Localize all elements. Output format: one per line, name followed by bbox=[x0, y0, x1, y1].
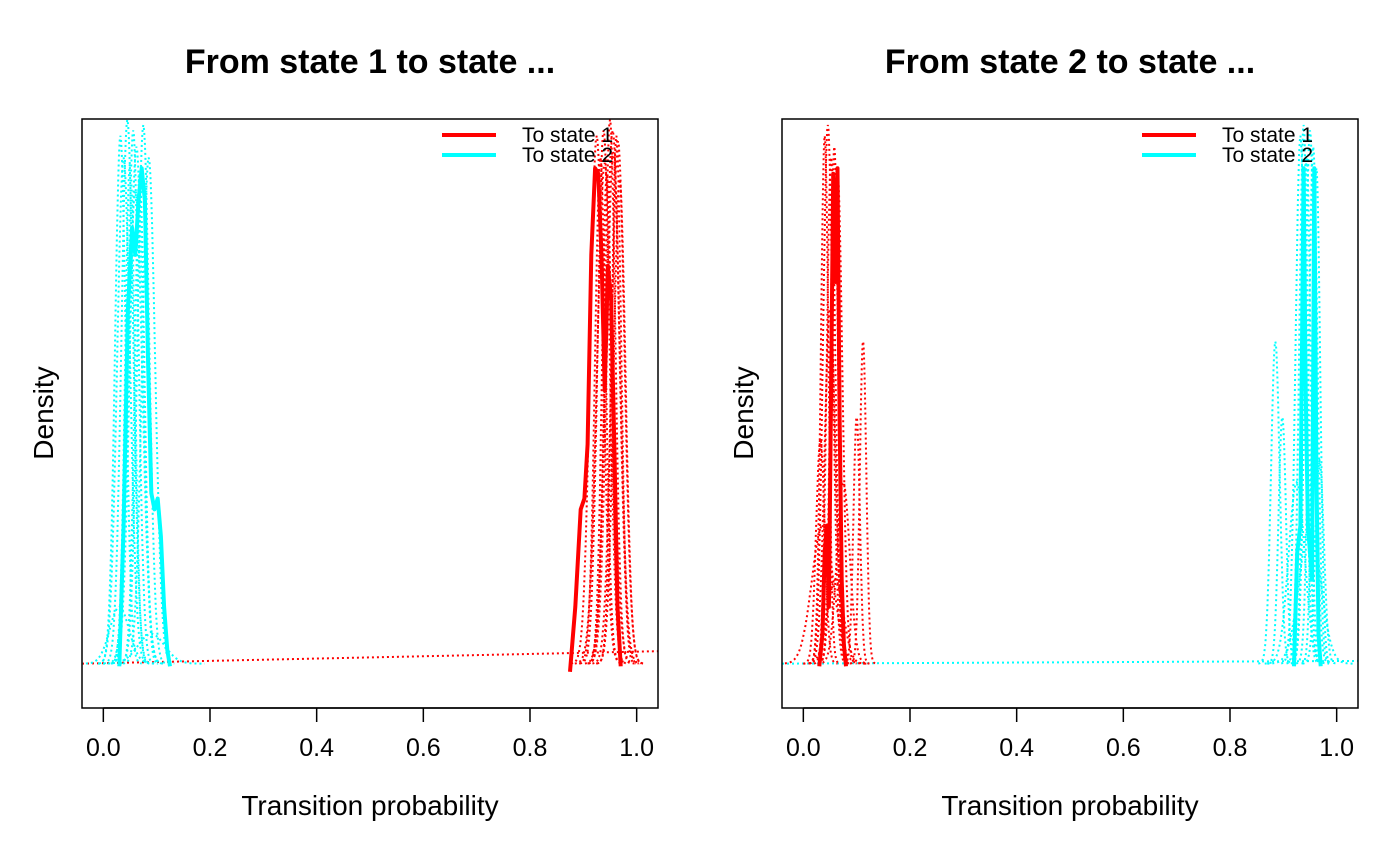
plot-frame bbox=[81, 118, 659, 709]
panel-from-state-1: From state 1 to state ... Density Transi… bbox=[28, 43, 659, 821]
dotted-draw-to-state-2 bbox=[1302, 457, 1337, 665]
dotted-draw-to-state-2 bbox=[122, 157, 175, 665]
dotted-draw-to-state-2 bbox=[1290, 130, 1330, 665]
series-line-to-state-1 bbox=[817, 166, 848, 667]
dotted-draw-to-state-1 bbox=[592, 141, 644, 665]
dotted-draw-to-state-2 bbox=[110, 146, 163, 665]
x-tick-label: 0.6 bbox=[406, 734, 441, 762]
x-tick-label: 0.6 bbox=[1106, 734, 1141, 762]
series-line-to-state-1 bbox=[568, 166, 623, 672]
density-curves bbox=[82, 119, 658, 672]
legend-label-to-state-1: To state 1 bbox=[522, 124, 613, 147]
dotted-draw-to-state-2 bbox=[119, 124, 168, 665]
dotted-draw-to-state-2 bbox=[97, 157, 150, 665]
legend: To state 1 To state 2 bbox=[442, 124, 613, 167]
dotted-draw-to-state-1 bbox=[587, 151, 640, 665]
x-tick-label: 1.0 bbox=[619, 734, 654, 762]
dotted-draw-to-state-2 bbox=[1286, 124, 1322, 665]
plot-frame bbox=[781, 118, 1359, 709]
dotted-draw-to-state-2 bbox=[98, 135, 142, 665]
legend: To state 1 To state 2 bbox=[1142, 124, 1313, 167]
dotted-draw-to-state-1 bbox=[809, 135, 840, 665]
dotted-draw-to-state-2 bbox=[1264, 480, 1329, 665]
x-axis-ticks: 0.0 0.2 0.4 0.6 0.8 1.0 bbox=[86, 707, 654, 762]
dotted-draw-to-state-2 bbox=[110, 162, 150, 665]
x-tick-label: 1.0 bbox=[1319, 734, 1354, 762]
chart-title: From state 2 to state ... bbox=[885, 43, 1255, 81]
x-axis-ticks: 0.0 0.2 0.4 0.6 0.8 1.0 bbox=[786, 707, 1354, 762]
dotted-draw-to-state-1 bbox=[782, 524, 866, 665]
x-tick-label: 0.0 bbox=[786, 734, 821, 762]
dotted-draw-to-state-1 bbox=[596, 135, 636, 665]
panel-from-state-2: From state 2 to state ... Density Transi… bbox=[728, 43, 1359, 821]
x-tick-label: 0.8 bbox=[513, 734, 548, 762]
y-axis-label: Density bbox=[28, 366, 59, 459]
x-tick-label: 0.0 bbox=[86, 734, 121, 762]
dotted-draw-to-state-2 bbox=[111, 130, 155, 665]
dotted-draw-to-state-1 bbox=[808, 124, 848, 665]
legend-label-to-state-2: To state 2 bbox=[1222, 144, 1313, 167]
dotted-draw-to-state-1 bbox=[803, 435, 838, 665]
dotted-draw-to-state-2 bbox=[1267, 524, 1353, 665]
x-axis-label: Transition probability bbox=[941, 790, 1198, 821]
density-curves bbox=[782, 124, 1358, 667]
x-tick-label: 0.2 bbox=[193, 734, 228, 762]
dotted-draw-to-state-1 bbox=[587, 173, 627, 665]
dotted-draw-to-state-1 bbox=[817, 480, 870, 665]
dotted-draw-to-state-1 bbox=[850, 341, 876, 665]
dotted-baseline bbox=[82, 650, 658, 665]
dotted-draw-to-state-2 bbox=[103, 119, 152, 665]
x-tick-label: 0.4 bbox=[999, 734, 1034, 762]
chart-title: From state 1 to state ... bbox=[185, 43, 555, 81]
legend-label-to-state-1: To state 1 bbox=[1222, 124, 1313, 147]
dotted-draw-to-state-1 bbox=[584, 130, 641, 665]
y-axis-label: Density bbox=[728, 366, 759, 459]
dotted-draw-to-state-2 bbox=[98, 632, 205, 665]
dotted-draw-to-state-2 bbox=[1258, 341, 1293, 665]
legend-label-to-state-2: To state 2 bbox=[522, 144, 613, 167]
dotted-draw-to-state-1 bbox=[818, 168, 857, 665]
series-line-to-state-2 bbox=[117, 166, 172, 667]
dotted-draw-to-state-2 bbox=[1280, 135, 1320, 665]
dotted-draw-to-state-1 bbox=[578, 157, 622, 665]
dotted-draw-to-state-2 bbox=[1295, 146, 1331, 665]
dotted-draw-to-state-1 bbox=[574, 162, 635, 665]
dotted-draw-to-state-2 bbox=[1301, 168, 1332, 665]
dotted-baseline bbox=[782, 659, 1358, 665]
x-tick-label: 0.2 bbox=[893, 734, 928, 762]
series-line-to-state-2 bbox=[1292, 166, 1323, 667]
x-tick-label: 0.8 bbox=[1213, 734, 1248, 762]
x-axis-label: Transition probability bbox=[241, 790, 498, 821]
x-tick-label: 0.4 bbox=[299, 734, 334, 762]
